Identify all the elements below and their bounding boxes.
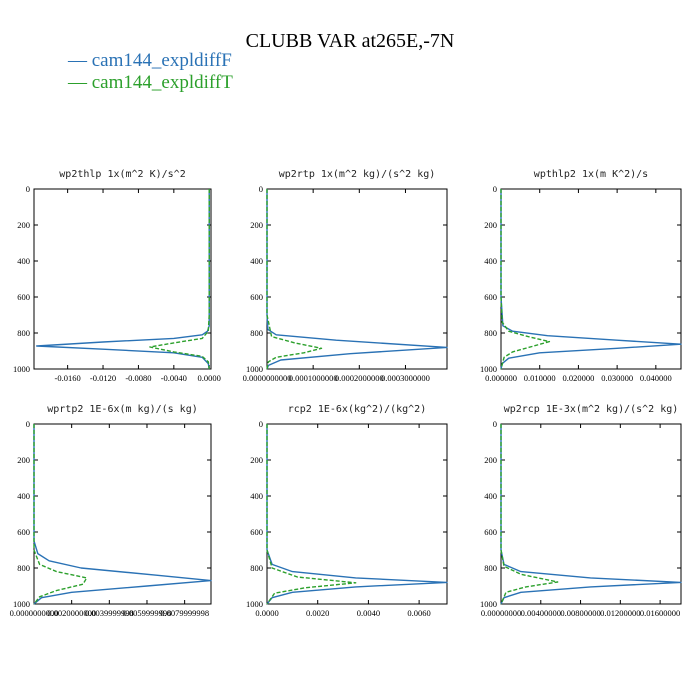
chart-panel-6: wp2rcp 1E-3x(m^2 kg)/(s^2 kg) 0 200 400 600 8… [480,404,682,618]
x-tick-label: 0.0003000000 [381,373,430,383]
series-line-cam144_expldiffF [33,424,212,605]
chart-panel-1: wp2thlp 1x(m^2 K)/s^2 0 200 400 600 800 1000 -0… [13,169,221,383]
x-tick-label: 0.0060 [407,608,430,618]
series-line-cam144_expldiffT [500,424,559,605]
y-tick-label: 400 [250,491,263,501]
y-tick-label: 600 [250,292,263,302]
page-title: CLUBB VAR at265E,-7N [245,30,455,52]
x-tick-label: 0.01600000 [640,608,680,618]
x-tick-label: 0.030000 [601,373,633,383]
y-tick-label: 600 [484,292,497,302]
x-tick-label: 0.0001000000 [289,373,338,383]
x-tick-label: 0.040000 [640,373,672,383]
chart-panel-3: wpthlp2 1x(m K^2)/s 0 200 400 600 800 10000.00… [480,169,682,383]
y-tick-label: 400 [484,491,497,501]
series-line-cam144_expldiffT [266,189,323,370]
chart-panel-5: rcp2 1E-6x(kg^2)/(kg^2) 0 200 400 600 800 1000… [246,404,448,618]
y-tick-label: 400 [17,256,30,266]
y-tick-label: 0 [259,184,263,194]
x-tick-label: 0.0020000000 [47,608,96,618]
chart-panel-4: wprtp2 1E-6x(m kg)/(s kg) 0 200 400 600 800 10… [10,404,212,618]
y-tick-label: 0 [26,184,30,194]
x-tick-label: -0.0080 [125,373,151,383]
series-line-cam144_expldiffT [149,189,210,370]
y-tick-label: 600 [17,527,30,537]
y-tick-label: 600 [250,527,263,537]
y-tick-label: 400 [17,491,30,501]
x-tick-label: 0.020000 [562,373,594,383]
x-tick-label: 0.01200000 [600,608,640,618]
chart-title: wp2rtp 1x(m^2 kg)/(s^2 kg) [279,169,436,180]
y-tick-label: 800 [484,563,497,573]
y-tick-label: 400 [250,256,263,266]
y-tick-label: 400 [484,256,497,266]
y-tick-label: 1000 [246,364,263,374]
series-line-cam144_expldiffT [500,189,551,370]
x-tick-label: 0.0000000000 [243,373,292,383]
y-tick-label: 1000 [480,364,497,374]
plot-frame [33,423,212,605]
chart-title: wprtp2 1E-6x(m kg)/(s kg) [47,404,198,415]
y-tick-label: 0 [259,419,263,429]
y-tick-label: 0 [493,184,497,194]
y-tick-label: 800 [484,328,497,338]
y-tick-label: 1000 [13,364,30,374]
x-tick-label: 0.0039999998 [85,608,134,618]
chart-title: wp2rcp 1E-3x(m^2 kg)/(s^2 kg) [504,404,679,415]
y-tick-label: 200 [484,220,497,230]
legend-entry-expldiffT: — cam144_expldiffT [68,72,233,93]
chart-panel-2: wp2rtp 1x(m^2 kg)/(s^2 kg) 0 200 400 600 800 1… [243,169,448,383]
x-tick-label: -0.0160 [55,373,81,383]
plot-frame [266,423,448,605]
y-tick-label: 1000 [246,599,263,609]
y-tick-label: 800 [17,563,30,573]
x-tick-label: 0.0040 [357,608,380,618]
y-tick-label: 1000 [480,599,497,609]
x-tick-label: 0.0020 [306,608,329,618]
x-tick-label: 0.000000 [485,373,517,383]
y-tick-label: 800 [250,328,263,338]
x-tick-label: 0.010000 [524,373,556,383]
x-tick-label: 0.0000 [255,608,278,618]
y-tick-label: 800 [17,328,30,338]
series-line-cam144_expldiffF [266,189,448,370]
y-tick-label: 600 [17,292,30,302]
legend-entry-expldiffF: — cam144_expldiffF [68,50,232,71]
y-tick-label: 200 [17,455,30,465]
series-line-cam144_expldiffF [500,424,682,605]
y-tick-label: 200 [484,455,497,465]
series-line-cam144_expldiffF [500,189,682,370]
series-line-cam144_expldiffT [266,424,357,605]
chart-title: wpthlp2 1x(m K^2)/s [534,169,648,180]
x-tick-label: -0.0040 [161,373,187,383]
y-tick-label: 0 [493,419,497,429]
x-tick-label: 0.0079999998 [160,608,209,618]
y-tick-label: 0 [26,419,30,429]
x-tick-label: 0.0059999998 [123,608,172,618]
x-tick-label: 0.0002000000 [335,373,384,383]
y-tick-label: 200 [250,220,263,230]
series-line-cam144_expldiffT [33,424,88,605]
plot-frame [33,188,212,370]
y-tick-label: 800 [250,563,263,573]
x-tick-label: 0.0000 [198,373,221,383]
y-tick-label: 600 [484,527,497,537]
chart-title: wp2thlp 1x(m^2 K)/s^2 [59,169,185,180]
x-tick-label: 0.00800000 [560,608,600,618]
x-tick-label: -0.0120 [90,373,116,383]
x-tick-label: 0.0000000000 [10,608,59,618]
y-tick-label: 1000 [13,599,30,609]
x-tick-label: 0.00000000 [481,608,521,618]
x-tick-label: 0.00400000 [521,608,561,618]
plot-frame [500,423,682,605]
y-tick-label: 200 [17,220,30,230]
series-line-cam144_expldiffF [266,424,448,605]
chart-title: rcp2 1E-6x(kg^2)/(kg^2) [288,404,426,415]
y-tick-label: 200 [250,455,263,465]
